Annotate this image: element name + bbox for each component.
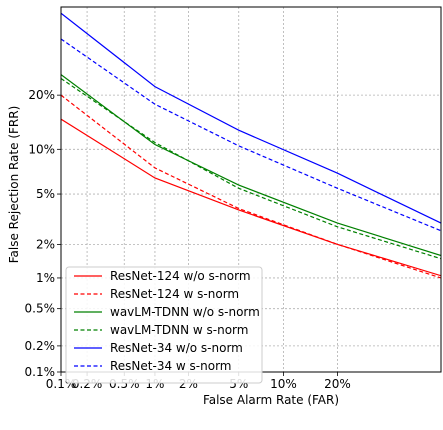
legend-entry-label: ResNet-34 w s-norm [110,359,231,373]
x-axis-label: False Alarm Rate (FAR) [203,393,339,407]
y-tick-label: 1% [36,271,55,285]
series-line-0 [61,118,441,277]
y-tick-label: 0.1% [25,365,56,379]
y-tick-label: 0.2% [25,339,56,353]
x-tick-label: 20% [324,377,351,391]
legend-entry-label: ResNet-124 w/o s-norm [110,269,251,283]
x-tick-label: 10% [270,377,297,391]
legend: ResNet-124 w/o s-norm ResNet-124 w s-norm… [65,266,263,384]
series-layer [61,12,441,279]
y-tick-label: 2% [36,237,55,251]
series-line-1 [61,94,441,279]
series-line-4 [61,12,441,224]
legend-entry-label: ResNet-34 w/o s-norm [110,341,243,355]
series-line-5 [61,38,441,232]
y-tick-label: 20% [28,88,55,102]
y-tick-label: 5% [36,187,55,201]
legend-box [65,266,263,384]
legend-entry-label: wavLM-TDNN w/o s-norm [110,305,260,319]
series-line-2 [61,74,441,257]
legend-entry-label: ResNet-124 w s-norm [110,287,239,301]
y-tick-label: 0.5% [25,302,56,316]
y-tick-label: 10% [28,142,55,156]
legend-entry-label: wavLM-TDNN w s-norm [110,323,248,337]
y-axis-label: False Rejection Rate (FRR) [7,106,21,264]
series-line-3 [61,77,441,260]
